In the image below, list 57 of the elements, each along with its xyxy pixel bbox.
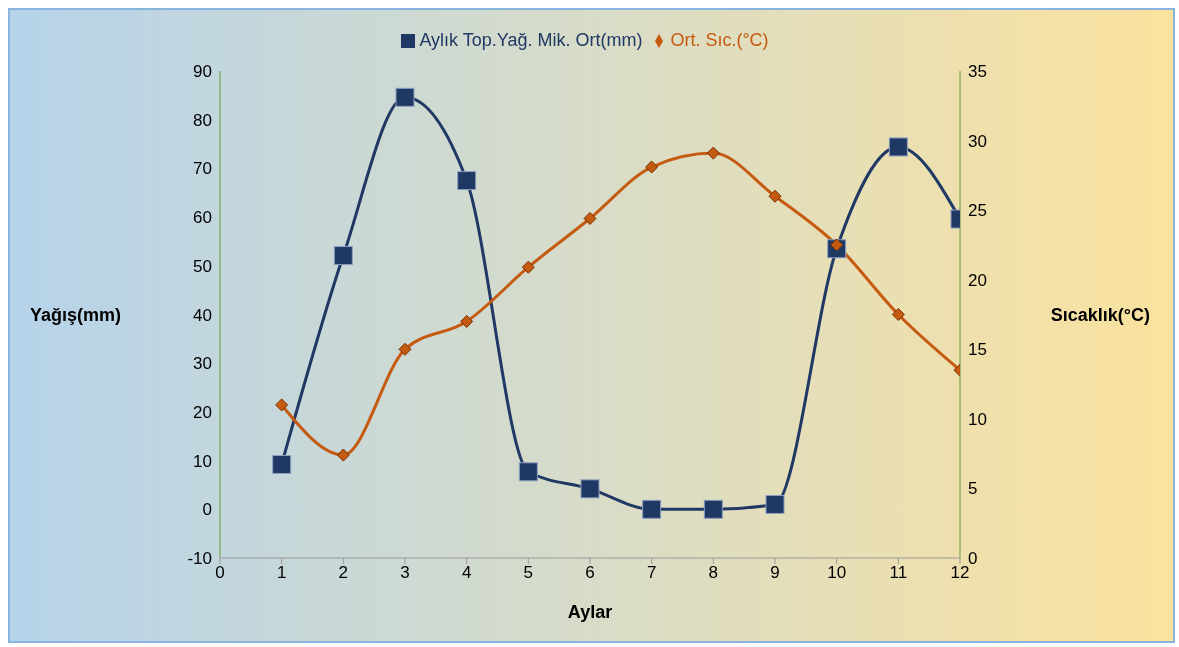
y2-tick-label: 15	[968, 340, 987, 360]
point	[642, 499, 662, 519]
x-tick-label: 1	[276, 563, 287, 583]
point	[395, 87, 415, 107]
x-tick-label: 3	[400, 563, 410, 583]
point	[460, 314, 474, 328]
legend-label: Aylık Top.Yağ. Mik. Ort(mm)	[419, 30, 643, 50]
y-tick-label: 50	[193, 256, 212, 276]
y-tick-label: 40	[193, 305, 212, 325]
point	[580, 479, 600, 499]
y-tick-label: 20	[193, 402, 212, 422]
point	[888, 137, 908, 157]
y-tick-label: 0	[202, 500, 212, 520]
x-tick-label: 12	[950, 563, 970, 583]
y2-tick-label: 5	[968, 479, 978, 499]
x-tick-label: 0	[215, 563, 225, 583]
x-tick-label: 11	[889, 563, 908, 583]
y2-axis-title: Sıcaklık(°C)	[1050, 304, 1150, 325]
point	[275, 398, 289, 412]
point	[333, 246, 353, 266]
y-axis-title: Yağış(mm)	[30, 304, 122, 325]
point	[703, 499, 723, 519]
x-tick-label: 9	[770, 563, 780, 583]
y-tick-label: 10	[193, 451, 212, 471]
x-tick-label: 2	[338, 563, 349, 583]
point	[583, 211, 597, 225]
y-tick-label: 60	[193, 208, 212, 228]
x-tick-label: 4	[461, 563, 472, 583]
y2-tick-label: 20	[968, 270, 987, 290]
point	[768, 189, 782, 203]
y2-tick-label: 30	[968, 131, 987, 151]
x-tick-label: 6	[585, 563, 595, 583]
y2-tick-label: 10	[968, 409, 987, 429]
point	[518, 462, 538, 482]
y-tick-label: -10	[187, 549, 212, 569]
point	[645, 160, 659, 174]
point	[706, 146, 720, 160]
x-axis-title: Aylar	[567, 602, 613, 622]
y2-tick-label: 25	[968, 201, 987, 221]
point	[891, 308, 905, 321]
point	[398, 342, 412, 356]
point	[272, 455, 292, 474]
y2-tick-label: 0	[968, 549, 978, 569]
x-tick-label: 8	[708, 563, 719, 583]
y2-tick-label: 35	[968, 62, 987, 82]
y-tick-label: 80	[193, 110, 212, 130]
y-tick-label: 70	[193, 159, 212, 179]
point	[521, 260, 535, 274]
x-tick-label: 10	[827, 563, 847, 583]
x-tick-label: 7	[646, 563, 657, 583]
point	[336, 448, 350, 462]
x-tick-label: 5	[523, 563, 534, 583]
legend-label: Ort. Sıc.(°C)	[670, 30, 769, 50]
point	[765, 494, 785, 514]
point	[457, 171, 477, 191]
y-tick-label: 30	[193, 354, 212, 374]
y-tick-label: 90	[193, 62, 212, 82]
